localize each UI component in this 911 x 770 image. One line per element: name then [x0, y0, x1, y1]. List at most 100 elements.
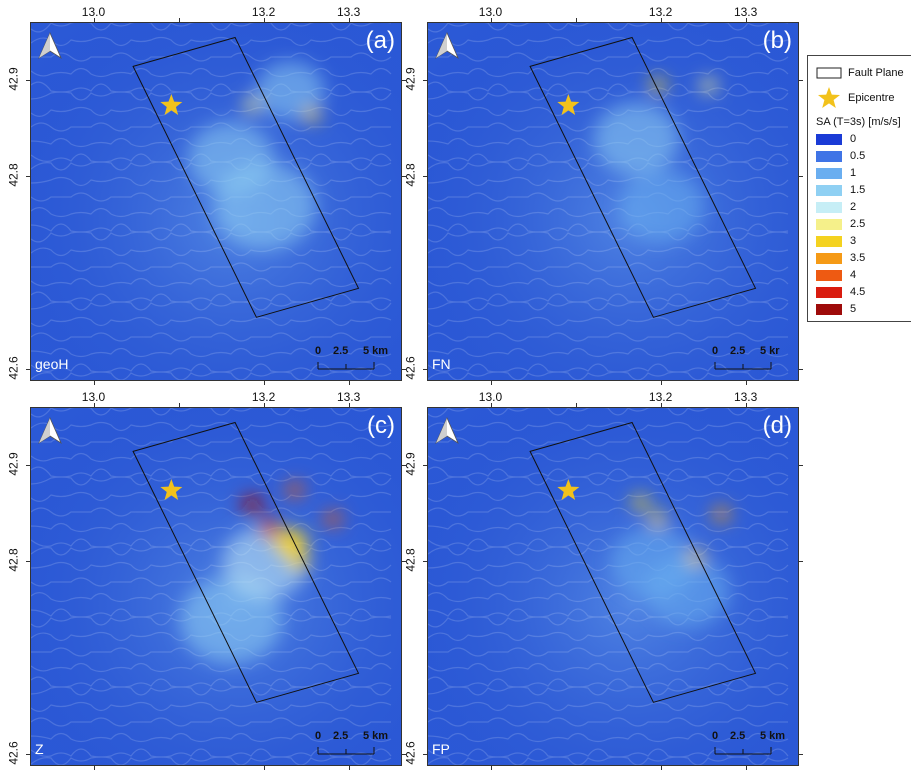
lon-tick-mark — [660, 403, 662, 407]
legend-swatch — [816, 134, 842, 145]
scalebar-label-end: 5 km — [363, 345, 389, 357]
panel-c: (c) Z 0 2.5 5 km 13.0 13.2 13.3 42.9 42.8 42.6 — [0, 385, 406, 770]
epicentre-legend-label: Epicentre — [848, 92, 895, 104]
scalebar-label-end: 5 km — [363, 730, 389, 742]
map-area: (c) Z 0 2.5 5 km — [30, 407, 402, 766]
lat-tick-mark — [402, 754, 406, 756]
lon-tick-label: 13.3 — [733, 5, 758, 19]
lon-tick-mark — [490, 381, 492, 385]
intensity-hotspot — [244, 98, 261, 113]
component-label: FP — [432, 741, 450, 757]
lat-tick-label: 42.8 — [6, 163, 21, 188]
legend-value: 3 — [850, 235, 857, 247]
north-arrow-icon — [37, 31, 63, 61]
map-area: (b) FN 0 2.5 5 kr — [427, 22, 799, 381]
intensity-layer — [593, 78, 717, 243]
scalebar-label-mid: 2.5 — [333, 730, 349, 742]
intensity-hotspot — [632, 495, 649, 510]
intensity-layer — [179, 483, 341, 664]
map-canvas — [428, 23, 798, 380]
lat-tick-mark — [423, 754, 427, 756]
lat-tick-mark — [402, 176, 406, 178]
lon-tick-mark — [660, 18, 662, 22]
scalebar-label-mid: 2.5 — [730, 345, 746, 357]
lat-tick-mark — [799, 464, 803, 466]
lat-tick-label: 42.6 — [6, 741, 21, 766]
component-label: Z — [35, 741, 44, 757]
epicentre-star-icon — [557, 94, 580, 116]
panel-letter: (a) — [365, 27, 395, 54]
lat-tick-label: 42.9 — [403, 67, 418, 91]
intensity-layer — [610, 495, 730, 628]
legend-swatch — [816, 287, 842, 298]
lon-tick-label: 13.0 — [81, 390, 106, 404]
lon-tick-mark — [575, 18, 577, 22]
intensity-hotspot — [256, 61, 325, 120]
lon-tick-mark — [745, 403, 747, 407]
lon-tick-label: 13.2 — [251, 5, 276, 19]
lon-tick-mark — [93, 381, 95, 385]
intensity-hotspot — [593, 102, 679, 175]
component-label: FN — [432, 356, 451, 372]
legend-swatch — [816, 185, 842, 196]
lat-tick-label: 42.9 — [403, 452, 418, 476]
lon-tick-mark — [178, 403, 180, 407]
lat-tick-mark — [402, 79, 406, 81]
lat-tick-mark — [799, 369, 803, 371]
lon-tick-mark — [348, 766, 350, 770]
lon-tick-mark — [178, 18, 180, 22]
panel-d: (d) FP 0 2.5 5 km 13.0 13.2 13.3 42.9 42.8 42.6 — [397, 385, 803, 770]
intensity-hotspot — [649, 78, 666, 93]
panel-letter: (b) — [762, 27, 792, 54]
scalebar-label-zero: 0 — [315, 730, 322, 742]
lat-tick-label: 42.6 — [6, 356, 21, 381]
legend-swatch — [816, 168, 842, 179]
panel-letter: (c) — [367, 412, 395, 439]
intensity-hotspot — [700, 78, 717, 93]
fault-plane-outline — [132, 421, 360, 703]
legend-value: 2.5 — [850, 218, 866, 230]
legend-swatch — [816, 304, 842, 315]
intensity-hotspot — [303, 107, 320, 122]
legend-value: 1.5 — [850, 184, 866, 196]
lon-tick-label: 13.3 — [733, 390, 758, 404]
legend-swatch — [816, 202, 842, 213]
lon-tick-mark — [348, 403, 350, 407]
scalebar-bar — [714, 362, 772, 370]
lat-tick-mark — [423, 369, 427, 371]
intensity-hotspot — [713, 507, 730, 522]
intensity-hotspot — [188, 121, 274, 195]
lon-tick-label: 13.3 — [336, 390, 361, 404]
lat-tick-mark — [26, 754, 30, 756]
intensity-hotspot — [258, 519, 280, 538]
legend-value: 5 — [850, 303, 857, 315]
lat-tick-mark — [799, 176, 803, 178]
scalebar: 0 2.5 5 km — [315, 345, 401, 375]
lon-tick-mark — [575, 403, 577, 407]
lat-tick-mark — [423, 176, 427, 178]
map-canvas — [428, 408, 798, 765]
lat-tick-label: 42.8 — [6, 548, 21, 573]
intensity-hotspot — [288, 553, 310, 572]
lat-tick-mark — [799, 561, 803, 563]
component-label: geoH — [35, 356, 69, 372]
lat-tick-mark — [26, 79, 30, 81]
scalebar-label-mid: 2.5 — [730, 730, 746, 742]
lon-tick-mark — [93, 18, 95, 22]
lat-tick-mark — [26, 369, 30, 371]
lon-tick-mark — [348, 18, 350, 22]
legend-swatch — [816, 270, 842, 281]
lon-tick-mark — [660, 381, 662, 385]
legend-value: 0.5 — [850, 150, 866, 162]
lon-tick-mark — [490, 18, 492, 22]
lat-tick-mark — [402, 369, 406, 371]
lon-tick-mark — [745, 381, 747, 385]
fault-plane-legend-icon — [816, 67, 842, 79]
lat-tick-mark — [799, 754, 803, 756]
lon-tick-label: 13.0 — [81, 5, 106, 19]
lat-tick-label: 42.8 — [403, 163, 418, 188]
north-arrow-icon — [37, 416, 63, 446]
legend-value: 2 — [850, 201, 857, 213]
fault-plane-outline — [529, 421, 757, 703]
